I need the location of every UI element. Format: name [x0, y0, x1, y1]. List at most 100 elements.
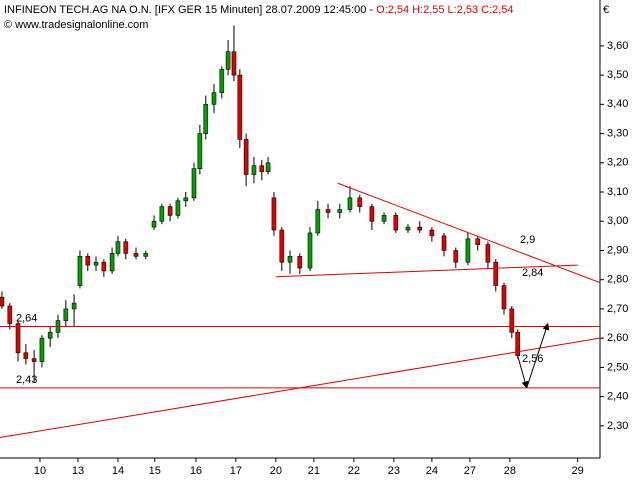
candle-body: [31, 358, 37, 362]
ohlc-open: O:2,54: [376, 4, 409, 16]
x-tick-label: 13: [72, 465, 84, 477]
candle-body: [211, 92, 217, 105]
candle-body: [143, 253, 149, 257]
y-tick-label: 3,10: [607, 186, 628, 198]
plot-area: [0, 25, 600, 439]
y-tick-label: 2,40: [607, 391, 628, 403]
candle-body: [265, 162, 271, 172]
candle-body: [237, 74, 243, 140]
x-tick-label: 24: [426, 465, 438, 477]
arrow-up: [526, 322, 550, 389]
trend-line: [275, 264, 578, 278]
candle-body: [337, 209, 343, 213]
candle-body: [271, 197, 277, 231]
y-tick-label: 3,50: [607, 69, 628, 81]
y-tick-label: 2,70: [607, 303, 628, 315]
candle-body: [77, 256, 83, 286]
horizontal-line-label: 2,43: [16, 374, 37, 386]
candle-body: [167, 206, 173, 216]
x-tick-label: 16: [190, 465, 202, 477]
candle-body: [501, 285, 507, 310]
candle-body: [297, 256, 303, 269]
candle-body: [23, 352, 29, 359]
candle-body: [453, 250, 459, 263]
ohlc-high: H:2,55: [412, 4, 444, 16]
candle-body: [325, 209, 331, 213]
trend-line: [0, 337, 600, 439]
candle-body: [159, 206, 165, 222]
candle-body: [203, 104, 209, 134]
candle-body: [287, 256, 293, 263]
candle-body: [357, 197, 363, 207]
trend-line-label: 2,9: [520, 234, 535, 246]
candle-body: [279, 229, 285, 263]
candle-body: [101, 261, 107, 272]
horizontal-line-label: 2,64: [16, 312, 37, 324]
candle-body: [493, 261, 499, 286]
candle-body: [85, 256, 91, 266]
x-tick-label: 27: [464, 465, 476, 477]
candle-body: [191, 168, 197, 199]
header: INFINEON TECH.AG NA O.N. [IFX GER 15 Min…: [4, 4, 514, 16]
x-tick-label: 10: [34, 465, 46, 477]
candle-body: [15, 323, 21, 354]
candle-body: [509, 308, 515, 333]
x-tick-label: 20: [270, 465, 282, 477]
candle-body: [123, 241, 129, 254]
y-tick-label: 2,80: [607, 274, 628, 286]
x-tick-label: 28: [504, 465, 516, 477]
candle-body: [0, 296, 5, 307]
candle-body: [381, 215, 387, 222]
candle-body: [219, 68, 225, 93]
candle-body: [151, 220, 157, 228]
candle-body: [243, 139, 249, 175]
y-tick-label: 3,20: [607, 157, 628, 169]
candle-body: [441, 235, 447, 251]
candle-body: [63, 308, 69, 321]
x-tick-label: 29: [572, 465, 584, 477]
candle-body: [231, 51, 237, 76]
trend-line-label: 2,84: [522, 267, 543, 279]
y-tick-label: 2,30: [607, 420, 628, 432]
x-tick-label: 15: [149, 465, 161, 477]
trend-line: [337, 182, 600, 284]
candle-body: [393, 215, 399, 231]
candle-body: [475, 238, 481, 245]
candle-body: [115, 241, 121, 254]
y-tick-label: 2,60: [607, 332, 628, 344]
y-tick-label: 3,60: [607, 40, 628, 52]
x-tick-label: 22: [348, 465, 360, 477]
ohlc-low: L:2,53: [448, 4, 479, 16]
y-tick-label: 2,90: [607, 244, 628, 256]
candle-body: [109, 253, 115, 272]
candle-body: [175, 200, 181, 216]
candle-body: [485, 244, 491, 263]
candle-body: [417, 226, 423, 231]
arrow-down: [517, 355, 529, 389]
y-tick-label: 3,00: [607, 215, 628, 227]
trend-line-label: 2,56: [522, 353, 543, 365]
candle-body: [47, 332, 53, 339]
candle-body: [347, 197, 353, 210]
x-tick-label: 21: [308, 465, 320, 477]
candle-body: [71, 302, 77, 310]
ohlc-close: C:2,54: [481, 4, 513, 16]
candle-body: [93, 261, 99, 266]
candle-body: [251, 165, 257, 175]
instrument: INFINEON TECH.AG NA O.N. [IFX GER 15 Min…: [4, 4, 373, 16]
candle-body: [315, 209, 321, 234]
candle-body: [429, 229, 435, 237]
currency: €: [603, 4, 609, 16]
candle-body: [133, 253, 139, 257]
candle-body: [39, 337, 45, 362]
candle-body: [259, 165, 265, 172]
x-tick-label: 14: [112, 465, 124, 477]
candle-body: [7, 305, 13, 324]
x-tick-label: 23: [388, 465, 400, 477]
candle-body: [197, 133, 203, 169]
x-tick-label: 17: [230, 465, 242, 477]
y-tick-label: 2,50: [607, 361, 628, 373]
y-tick-label: 3,40: [607, 98, 628, 110]
